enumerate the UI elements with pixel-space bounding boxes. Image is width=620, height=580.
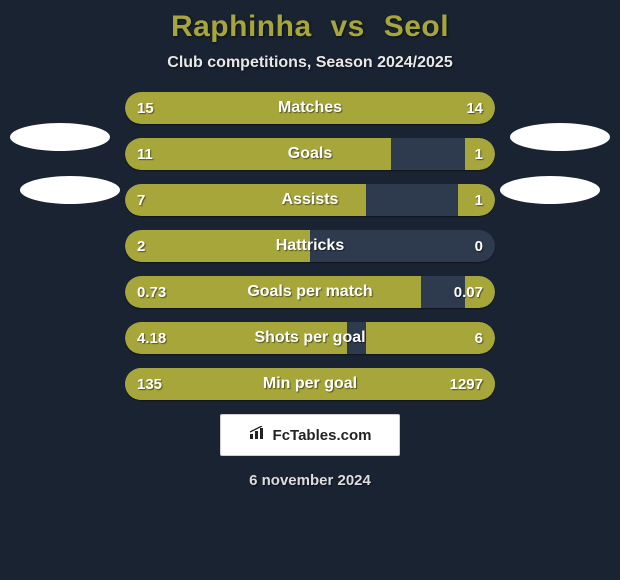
stat-bars: 1514Matches 111Goals 71Assists 20Hattricks 0… (125, 92, 495, 400)
date-text: 6 november 2024 (0, 472, 620, 489)
stat-row: 71Assists (125, 184, 495, 216)
stat-row: 1514Matches (125, 92, 495, 124)
player1-avatar-placeholder (10, 123, 110, 151)
vs-text: vs (330, 10, 364, 43)
stat-label: Min per goal (125, 368, 495, 400)
stat-label: Shots per goal (125, 322, 495, 354)
stat-row: 1351297Min per goal (125, 368, 495, 400)
player1-flag-placeholder (20, 176, 120, 204)
stat-row: 4.186Shots per goal (125, 322, 495, 354)
stat-label: Assists (125, 184, 495, 216)
chart-icon (249, 426, 267, 444)
stat-row: 111Goals (125, 138, 495, 170)
brand-badge: FcTables.com (220, 414, 400, 456)
stat-label: Matches (125, 92, 495, 124)
stat-row: 0.730.07Goals per match (125, 276, 495, 308)
subtitle: Club competitions, Season 2024/2025 (0, 54, 620, 72)
brand-text: FcTables.com (273, 427, 372, 444)
player2-name: Seol (384, 10, 449, 43)
player2-flag-placeholder (500, 176, 600, 204)
player2-avatar-placeholder (510, 123, 610, 151)
player1-name: Raphinha (171, 10, 312, 43)
stat-row: 20Hattricks (125, 230, 495, 262)
stat-label: Goals (125, 138, 495, 170)
comparison-title: Raphinha vs Seol (0, 10, 620, 44)
stat-label: Goals per match (125, 276, 495, 308)
stat-label: Hattricks (125, 230, 495, 262)
